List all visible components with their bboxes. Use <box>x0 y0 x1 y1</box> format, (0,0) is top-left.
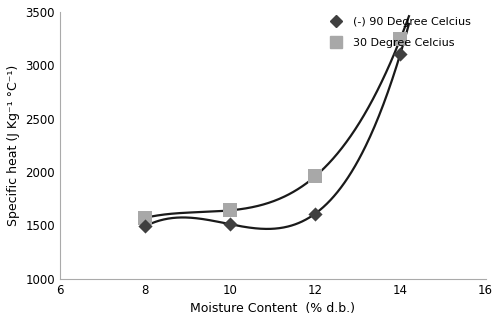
Point <box>312 211 320 216</box>
Point <box>141 215 149 220</box>
Legend: (-) 90 Degree Celcius, 30 Degree Celcius: (-) 90 Degree Celcius, 30 Degree Celcius <box>321 12 476 52</box>
Point <box>312 174 320 179</box>
Y-axis label: Specific heat (J Kg⁻¹ °C⁻¹): Specific heat (J Kg⁻¹ °C⁻¹) <box>7 65 20 226</box>
Point <box>141 224 149 229</box>
Point <box>396 36 404 41</box>
Point <box>226 222 234 227</box>
Point <box>396 51 404 56</box>
Point <box>226 208 234 213</box>
X-axis label: Moisture Content  (% d.b.): Moisture Content (% d.b.) <box>190 302 356 315</box>
